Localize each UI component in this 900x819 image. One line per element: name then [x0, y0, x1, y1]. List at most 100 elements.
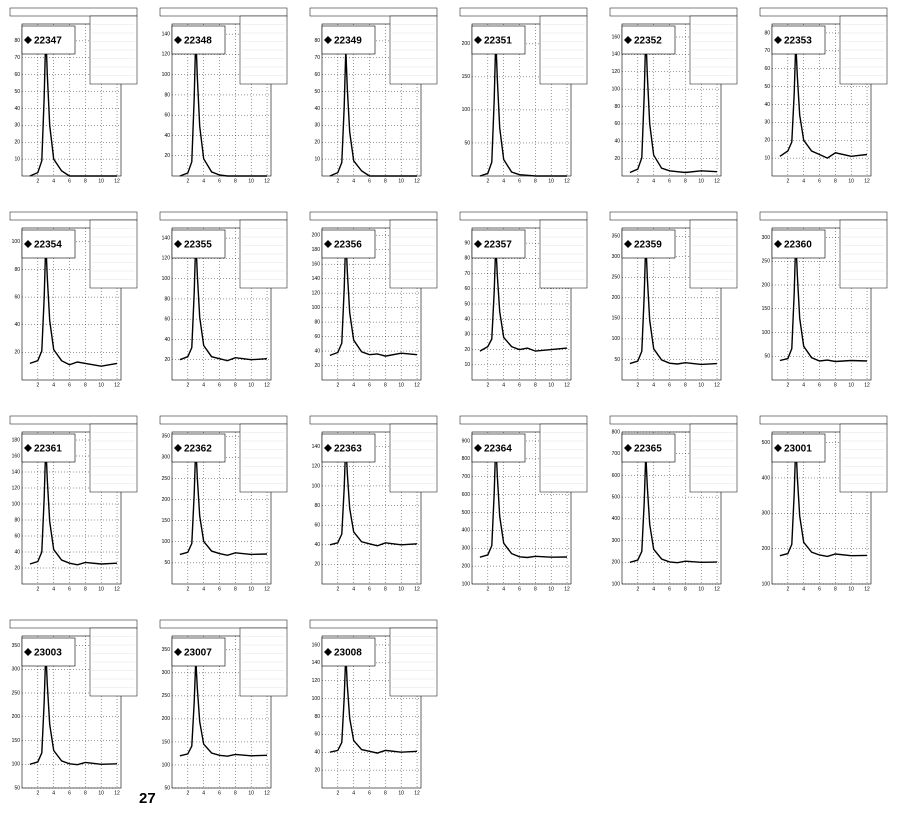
x-tick-label: 10	[398, 790, 404, 796]
histogram-line	[629, 240, 718, 366]
y-tick-label: 20	[314, 140, 320, 146]
y-tick-label: 40	[764, 102, 770, 108]
x-tick-label: 4	[352, 382, 355, 388]
panel-header	[759, 7, 888, 17]
x-tick-label: 12	[564, 382, 570, 388]
y-tick-label: 100	[162, 762, 171, 768]
y-tick-label: 80	[464, 256, 470, 262]
x-tick-label: 6	[518, 382, 521, 388]
panel-title: 23001	[784, 444, 812, 455]
y-tick-label: 140	[612, 52, 621, 58]
panel-header	[9, 415, 138, 425]
x-tick-label: 2	[636, 382, 639, 388]
panel-title: 22357	[484, 240, 512, 251]
x-tick-label: 2	[786, 382, 789, 388]
panel-title: 22353	[784, 36, 812, 47]
panel-title: 22351	[484, 36, 512, 47]
x-tick-label: 2	[486, 178, 489, 184]
x-tick-label: 12	[714, 178, 720, 184]
y-tick-label: 500	[762, 440, 771, 446]
x-tick-label: 2	[336, 382, 339, 388]
x-tick-label: 2	[786, 178, 789, 184]
x-tick-label: 6	[68, 178, 71, 184]
y-tick-label: 400	[462, 528, 471, 534]
x-tick-label: 12	[864, 382, 870, 388]
panel-header	[609, 211, 738, 221]
panel-title: 23003	[34, 648, 62, 659]
x-tick-label: 6	[818, 178, 821, 184]
label-diamond	[174, 240, 182, 248]
x-tick-label: 4	[202, 790, 205, 796]
x-tick-label: 4	[652, 586, 655, 592]
x-tick-label: 8	[534, 586, 537, 592]
x-tick-label: 10	[698, 586, 704, 592]
histogram-line	[479, 37, 567, 177]
y-tick-label: 120	[312, 290, 321, 296]
y-tick-label: 60	[314, 522, 320, 528]
histogram-line	[629, 32, 718, 174]
x-tick-label: 10	[398, 178, 404, 184]
y-tick-label: 150	[612, 316, 621, 322]
x-tick-label: 10	[398, 382, 404, 388]
y-tick-label: 160	[612, 34, 621, 40]
x-tick-label: 6	[818, 586, 821, 592]
y-tick-label: 100	[612, 86, 621, 92]
x-tick-label: 4	[652, 382, 655, 388]
y-tick-label: 50	[614, 357, 620, 363]
y-tick-label: 160	[12, 453, 21, 459]
label-diamond	[174, 36, 182, 44]
y-tick-label: 800	[612, 429, 621, 435]
x-tick-label: 6	[218, 178, 221, 184]
x-tick-label: 12	[114, 586, 120, 592]
y-tick-label: 300	[462, 546, 471, 552]
panel-title: 22363	[334, 444, 362, 455]
x-tick-label: 12	[414, 586, 420, 592]
y-tick-label: 20	[614, 156, 620, 162]
y-tick-label: 350	[162, 647, 171, 653]
y-tick-label: 100	[762, 330, 771, 336]
x-tick-label: 6	[518, 586, 521, 592]
y-tick-label: 200	[312, 233, 321, 239]
x-tick-label: 10	[848, 178, 854, 184]
y-tick-label: 200	[162, 497, 171, 503]
x-tick-label: 12	[114, 790, 120, 796]
x-tick-label: 12	[564, 586, 570, 592]
label-diamond	[474, 240, 482, 248]
y-tick-label: 100	[762, 581, 771, 587]
x-tick-label: 10	[548, 586, 554, 592]
x-tick-label: 10	[548, 382, 554, 388]
y-tick-label: 10	[764, 155, 770, 161]
x-tick-label: 12	[264, 586, 270, 592]
x-tick-label: 12	[714, 586, 720, 592]
y-tick-label: 250	[12, 690, 21, 696]
x-tick-label: 10	[98, 790, 104, 796]
y-tick-label: 40	[164, 337, 170, 343]
y-tick-label: 200	[762, 546, 771, 552]
y-tick-label: 100	[312, 305, 321, 311]
y-tick-label: 40	[14, 322, 20, 328]
x-tick-label: 12	[264, 790, 270, 796]
histogram-line	[29, 32, 117, 177]
x-tick-label: 2	[336, 178, 339, 184]
y-tick-label: 60	[764, 66, 770, 72]
panel-header	[159, 211, 288, 221]
y-tick-label: 20	[314, 767, 320, 773]
y-tick-label: 80	[14, 267, 20, 273]
y-tick-label: 80	[314, 38, 320, 44]
y-tick-label: 50	[764, 84, 770, 90]
y-tick-label: 30	[464, 332, 470, 338]
label-diamond	[624, 444, 632, 452]
x-tick-label: 2	[186, 382, 189, 388]
y-tick-label: 400	[762, 475, 771, 481]
x-tick-label: 6	[818, 382, 821, 388]
x-tick-label: 10	[848, 382, 854, 388]
y-tick-label: 200	[462, 563, 471, 569]
y-tick-label: 80	[164, 92, 170, 98]
y-tick-label: 40	[314, 750, 320, 756]
histogram-line	[29, 241, 118, 367]
label-diamond	[324, 36, 332, 44]
y-tick-label: 60	[314, 72, 320, 78]
y-tick-label: 50	[464, 301, 470, 307]
x-tick-label: 8	[384, 586, 387, 592]
label-diamond	[474, 36, 482, 44]
